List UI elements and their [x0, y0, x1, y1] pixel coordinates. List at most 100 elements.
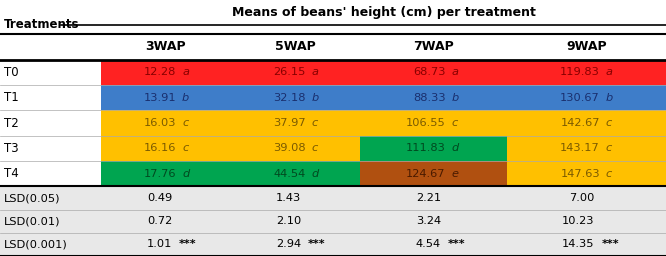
Bar: [0, 210, 666, 233]
Bar: [0, 34, 666, 60]
Text: ***: ***: [179, 239, 196, 249]
Text: 26.15: 26.15: [273, 67, 305, 77]
Bar: [360, 136, 507, 161]
Text: c: c: [452, 118, 458, 128]
Text: c: c: [606, 118, 612, 128]
Text: 106.55: 106.55: [406, 118, 446, 128]
Bar: [101, 136, 230, 161]
Bar: [0, 233, 666, 256]
Text: 111.83: 111.83: [406, 143, 446, 153]
Text: 143.17: 143.17: [560, 143, 600, 153]
Bar: [507, 136, 666, 161]
Text: 0.72: 0.72: [147, 216, 172, 226]
Text: 1.43: 1.43: [276, 193, 302, 203]
Text: 14.35: 14.35: [562, 239, 595, 249]
Text: 13.91: 13.91: [143, 93, 176, 103]
Text: T3: T3: [4, 142, 19, 155]
Text: LSD(0.001): LSD(0.001): [4, 239, 68, 249]
Bar: [0, 136, 101, 161]
Text: c: c: [311, 118, 318, 128]
Text: 68.73: 68.73: [413, 67, 446, 77]
Bar: [230, 85, 360, 110]
Bar: [230, 60, 360, 85]
Text: T1: T1: [4, 91, 19, 104]
Text: 124.67: 124.67: [406, 169, 446, 179]
Text: d: d: [452, 143, 459, 153]
Bar: [230, 110, 360, 136]
Text: 7WAP: 7WAP: [413, 40, 454, 54]
Bar: [507, 85, 666, 110]
Text: c: c: [606, 169, 612, 179]
Bar: [360, 110, 507, 136]
Bar: [360, 85, 507, 110]
Text: c: c: [311, 143, 318, 153]
Text: 44.54: 44.54: [273, 169, 305, 179]
Text: a: a: [606, 67, 613, 77]
Text: 2.10: 2.10: [276, 216, 302, 226]
Bar: [0, 60, 101, 85]
Text: 0.49: 0.49: [147, 193, 172, 203]
Text: Treatments: Treatments: [4, 18, 79, 31]
Text: b: b: [311, 93, 318, 103]
Bar: [507, 60, 666, 85]
Text: 12.28: 12.28: [144, 67, 176, 77]
Bar: [0, 0, 666, 34]
Text: 142.67: 142.67: [560, 118, 600, 128]
Bar: [101, 161, 230, 186]
Bar: [101, 85, 230, 110]
Text: T2: T2: [4, 116, 19, 130]
Bar: [101, 110, 230, 136]
Text: LSD(0.01): LSD(0.01): [4, 216, 61, 226]
Text: 37.97: 37.97: [272, 118, 305, 128]
Text: ***: ***: [308, 239, 326, 249]
Text: 1.01: 1.01: [147, 239, 172, 249]
Bar: [360, 161, 507, 186]
Text: b: b: [452, 93, 459, 103]
Text: 88.33: 88.33: [413, 93, 446, 103]
Bar: [0, 85, 101, 110]
Text: 16.16: 16.16: [144, 143, 176, 153]
Text: b: b: [182, 93, 189, 103]
Text: c: c: [182, 143, 188, 153]
Text: a: a: [182, 67, 189, 77]
Text: T0: T0: [4, 66, 19, 79]
Text: 17.76: 17.76: [144, 169, 176, 179]
Bar: [101, 60, 230, 85]
Text: 16.03: 16.03: [144, 118, 176, 128]
Bar: [0, 161, 101, 186]
Text: ***: ***: [601, 239, 619, 249]
Text: 9WAP: 9WAP: [567, 40, 607, 54]
Text: b: b: [606, 93, 613, 103]
Text: c: c: [606, 143, 612, 153]
Text: 32.18: 32.18: [273, 93, 305, 103]
Bar: [507, 110, 666, 136]
Text: 119.83: 119.83: [560, 67, 600, 77]
Bar: [0, 186, 666, 210]
Text: 3WAP: 3WAP: [146, 40, 186, 54]
Text: 147.63: 147.63: [560, 169, 600, 179]
Bar: [230, 136, 360, 161]
Text: 39.08: 39.08: [272, 143, 305, 153]
Text: ***: ***: [448, 239, 466, 249]
Text: c: c: [182, 118, 188, 128]
Text: 3.24: 3.24: [416, 216, 441, 226]
Text: e: e: [452, 169, 459, 179]
Bar: [0, 110, 101, 136]
Text: Means of beans' height (cm) per treatment: Means of beans' height (cm) per treatmen…: [232, 6, 535, 19]
Text: 2.94: 2.94: [276, 239, 302, 249]
Text: LSD(0.05): LSD(0.05): [4, 193, 61, 203]
Bar: [507, 161, 666, 186]
Text: 7.00: 7.00: [569, 193, 595, 203]
Bar: [360, 60, 507, 85]
Text: T4: T4: [4, 167, 19, 180]
Text: 2.21: 2.21: [416, 193, 441, 203]
Text: a: a: [311, 67, 318, 77]
Text: 4.54: 4.54: [416, 239, 441, 249]
Text: 10.23: 10.23: [562, 216, 595, 226]
Bar: [230, 161, 360, 186]
Text: 5WAP: 5WAP: [274, 40, 316, 54]
Text: 130.67: 130.67: [560, 93, 600, 103]
Text: d: d: [311, 169, 318, 179]
Text: d: d: [182, 169, 189, 179]
Text: a: a: [452, 67, 459, 77]
